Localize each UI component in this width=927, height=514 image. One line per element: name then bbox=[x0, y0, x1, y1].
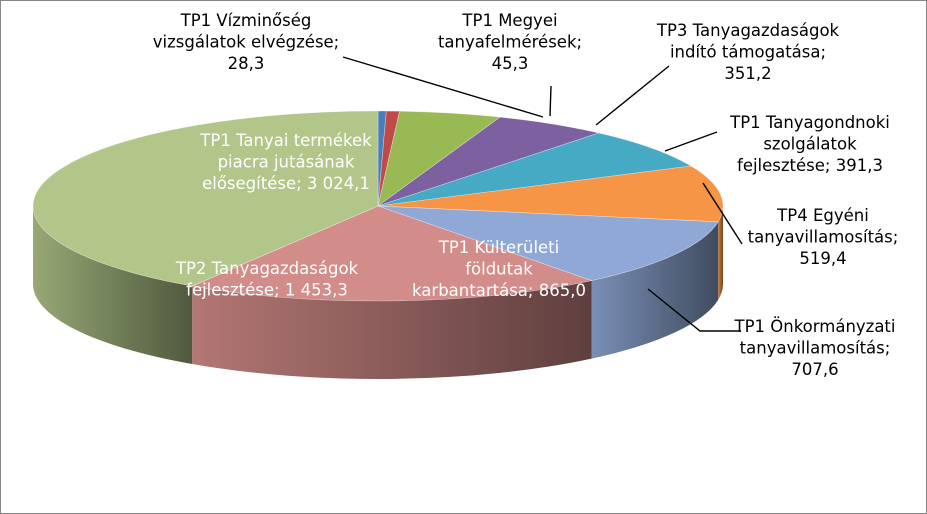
pie-slice-tp1-tanyai-termekek-piacra-jutasanak-elosegitese bbox=[32, 110, 379, 287]
leader-line-tp1-onkormanyzati-tanyavillamositas bbox=[647, 288, 741, 332]
data-label-tp1-onkormanyzati-tanyavillamositas: TP1 Önkormányzati tanyavillamosítás; 707,6 bbox=[733, 317, 895, 379]
data-label-tp4-egyeni-tanyavillamositas: TP4 Egyéni tanyavillamosítás; 519,4 bbox=[748, 206, 899, 268]
leader-line-tp4-egyeni-tanyavillamositas bbox=[702, 182, 743, 245]
pie-side-tp1-onkormanyzati-tanyavillamositas bbox=[718, 206, 723, 300]
pie-side-tp1-tanyai-termekek-piacra-jutasanak-elosegitese bbox=[33, 206, 193, 365]
leader-line-tp1-tanyagondnoki-szolgalatok-fejlesztese bbox=[664, 131, 718, 152]
pie-sides bbox=[33, 206, 723, 380]
pie-tops bbox=[32, 110, 724, 302]
pie-slice-tp2-tanyagazdasagok-fejlesztese bbox=[191, 205, 593, 302]
data-label-tp1-vizminoseg-vizsgalatok-elvegzese: TP1 Vízminőség vizsgálatok elvégzése; 28,3 bbox=[153, 11, 340, 73]
data-label-tp2-tanyagazdasagok-fejlesztese: TP2 Tanyagazdaságok fejlesztése; 1 453,3 bbox=[175, 259, 359, 300]
pie-slice-tp1-onkormanyzati-tanyavillamositas bbox=[377, 165, 724, 223]
data-label-tp3-tanyagazdasagok-indito-tamogatasa: TP3 Tanyagazdaságok indító támogatása; 351… bbox=[656, 21, 840, 83]
data-label-tp1-tanyagondnoki-szolgalatok-fejlesztese: TP1 Tanyagondnoki szolgálatok fejlesztése;… bbox=[729, 113, 890, 175]
pie-side-tp1-kulteruleti-foldutak-karbantartasa bbox=[591, 221, 719, 359]
leader-line-tp1-megyei-tanyafelmeresek bbox=[549, 85, 552, 117]
data-labels: TP1 Vízminőség vizsgálatok elvégzése; 28,3… bbox=[153, 11, 899, 379]
pie-slice-tp1-kulteruleti-foldutak-karbantartasa bbox=[377, 205, 719, 281]
data-label-tp1-kulteruleti-foldutak-karbantartasa: TP1 Külterületi földutak karbantartása; 86… bbox=[412, 238, 586, 300]
leader-line-tp3-tanyagazdasagok-indito-tamogatasa bbox=[595, 65, 670, 126]
data-label-tp1-tanyai-termekek-piacra-jutasanak-elosegitese: TP1 Tanyai termékek piacra jutásának előse… bbox=[199, 131, 372, 193]
pie-side-tp2-tanyagazdasagok-fejlesztese bbox=[192, 280, 592, 380]
leader-line-tp1-vizminoseg-vizsgalatok-elvegzese bbox=[342, 56, 544, 118]
data-label-tp1-megyei-tanyafelmeresek: TP1 Megyei tanyafelmérések; 45,3 bbox=[438, 11, 582, 73]
pie-slice-tp4-egyeni-tanyavillamositas bbox=[377, 132, 692, 207]
leader-lines bbox=[342, 56, 743, 332]
